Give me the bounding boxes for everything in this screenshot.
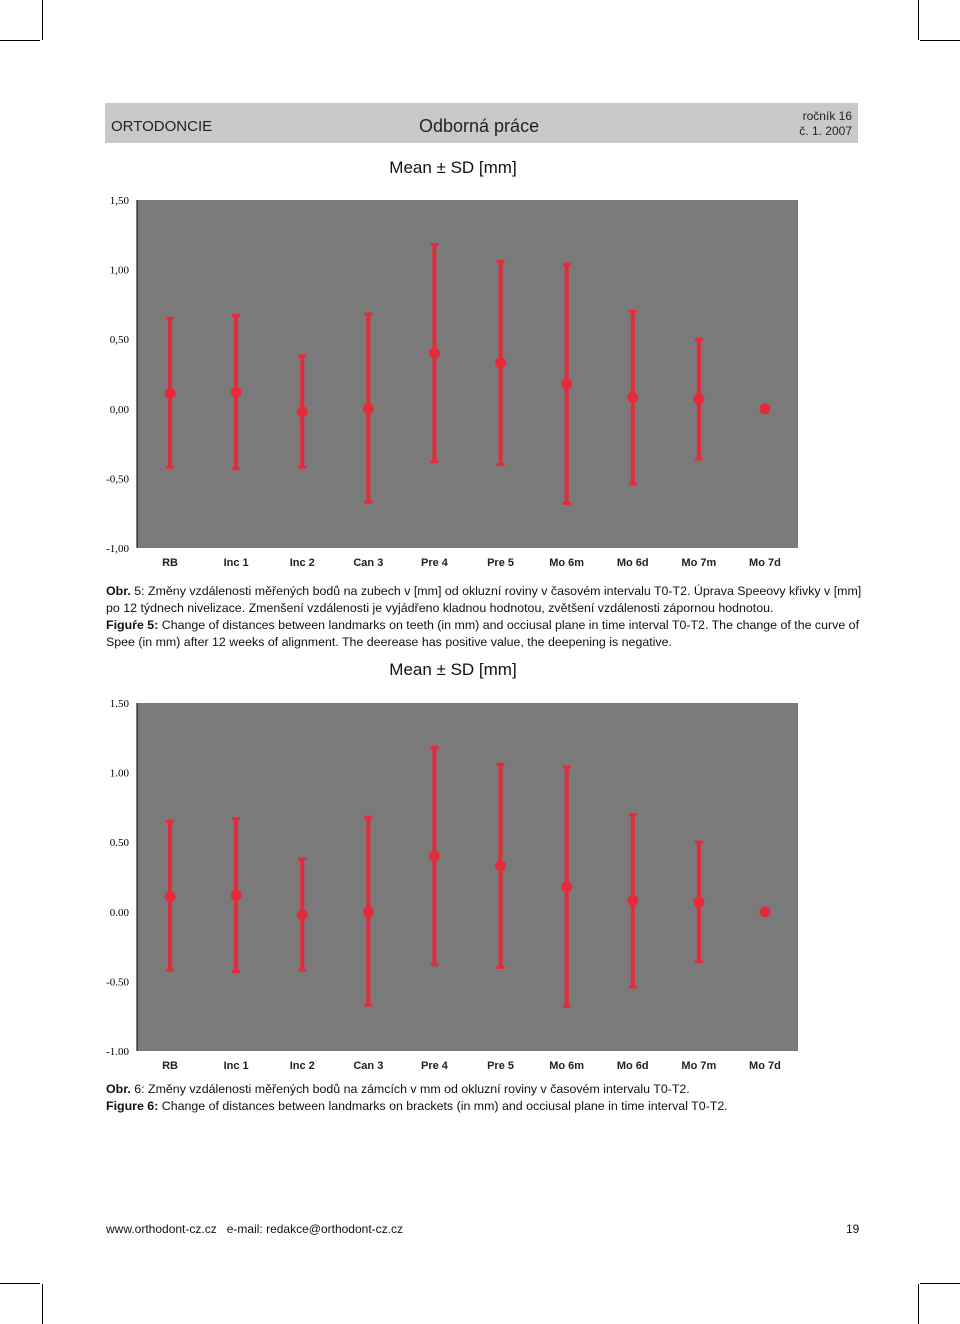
y-tick-label: -1,00 — [106, 543, 129, 555]
y-tick-label: -0.50 — [106, 976, 129, 988]
chart1-errorbar-plot: 1,50 1,00 0,50 0,00 -0,50 -1,00 RB Inc 1 Inc 2 Ca… — [106, 195, 798, 569]
footer-website: www.orthodont-cz.cz — [106, 1222, 217, 1236]
x-tick-label: Mo 6d — [617, 557, 649, 569]
chart2-title: Mean ± SD [mm] — [389, 660, 517, 679]
y-tick-label: -0,50 — [106, 473, 129, 485]
figure5-caption-cz: Obr. 5: Změny vzdálenosti měřených bodů … — [106, 584, 862, 615]
chart2-errorbar-plot: 1.50 1.00 0.50 0.00 -0.50 -1.00 RB Inc 1 Inc 2 Ca… — [106, 698, 798, 1072]
x-tick-label: Mo 7m — [681, 1060, 716, 1072]
mean-point — [561, 378, 573, 390]
y-tick-label: 1,00 — [110, 265, 130, 277]
category-label: Odborná práce — [419, 116, 540, 136]
crop-mark — [0, 40, 40, 41]
issue-info: ročník 16 č. 1. 2007 — [799, 109, 852, 139]
x-tick-label: Mo 6d — [617, 1060, 649, 1072]
crop-mark — [42, 1284, 43, 1324]
figure6-caption-cz: Obr. 6: Změny vzdálenosti měřených bodů … — [106, 1082, 690, 1096]
plot-area — [137, 703, 798, 1051]
figure6-caption: Obr. 6: Změny vzdálenosti měřených bodů … — [106, 1081, 866, 1115]
x-tick-label: Inc 2 — [290, 557, 315, 569]
mean-point — [693, 393, 705, 405]
y-tick-label: 0.50 — [110, 837, 130, 849]
mean-point — [362, 403, 374, 415]
x-tick-label: Pre 5 — [487, 557, 514, 569]
y-tick-label: 1.00 — [110, 768, 130, 780]
mean-point — [495, 357, 507, 369]
x-tick-label: Mo 6m — [549, 557, 584, 569]
mean-point — [693, 896, 705, 908]
section-label: ORTODONCIE — [111, 118, 213, 135]
issue-label: č. 1. 2007 — [799, 124, 852, 138]
plot-area — [137, 200, 798, 548]
volume-label: ročník 16 — [802, 109, 852, 123]
y-tick-label: -1.00 — [106, 1046, 129, 1058]
mean-point — [164, 890, 176, 902]
mean-point — [296, 406, 308, 418]
mean-point — [627, 895, 639, 907]
y-tick-label: 1,50 — [110, 195, 130, 207]
chart1-title: Mean ± SD [mm] — [389, 158, 517, 177]
x-tick-label: Can 3 — [353, 1060, 383, 1072]
x-tick-label: Mo 7d — [749, 557, 781, 569]
y-tick-label: 0,50 — [110, 334, 130, 346]
footer-email: e-mail: redakce@orthodont-cz.cz — [226, 1222, 403, 1236]
footer-contact: www.orthodont-cz.cz e-mail: redakce@orth… — [106, 1222, 403, 1236]
x-tick-label: Mo 7m — [681, 557, 716, 569]
page-number: 19 — [846, 1222, 860, 1236]
mean-point — [428, 347, 440, 359]
x-tick-label: Pre 4 — [421, 1060, 449, 1072]
mean-point — [230, 889, 242, 901]
crop-mark — [918, 0, 919, 40]
x-tick-label: Inc 2 — [290, 1060, 315, 1072]
x-tick-label: Can 3 — [353, 557, 383, 569]
crop-mark — [920, 40, 960, 41]
x-tick-label: Pre 5 — [487, 1060, 514, 1072]
y-tick-label: 1.50 — [110, 698, 130, 710]
x-tick-label: Mo 7d — [749, 1060, 781, 1072]
y-tick-label: 0.00 — [110, 907, 130, 919]
mean-point — [759, 403, 771, 415]
mean-point — [759, 906, 771, 918]
mean-point — [362, 906, 374, 918]
crop-mark — [0, 1283, 40, 1284]
mean-point — [428, 850, 440, 862]
x-tick-label: Mo 6m — [549, 1060, 584, 1072]
mean-point — [495, 860, 507, 872]
mean-point — [230, 386, 242, 398]
crop-mark — [42, 0, 43, 40]
x-tick-label: Inc 1 — [224, 557, 249, 569]
mean-point — [561, 881, 573, 893]
crop-mark — [920, 1283, 960, 1284]
figure5-caption: Obr. 5: Změny vzdálenosti měřených bodů … — [106, 583, 866, 651]
x-tick-label: RB — [162, 1060, 178, 1072]
journal-header: ORTODONCIE Odborná práce ročník 16 č. 1.… — [105, 103, 858, 143]
figure5-caption-en: Figuŕe 5: Change of distances between la… — [106, 618, 860, 649]
mean-point — [296, 909, 308, 921]
mean-point — [164, 387, 176, 399]
y-tick-label: 0,00 — [110, 404, 130, 416]
x-tick-label: Inc 1 — [224, 1060, 249, 1072]
mean-point — [627, 392, 639, 404]
crop-mark — [918, 1284, 919, 1324]
figure6-caption-en: Figure 6: Change of distances between la… — [106, 1099, 728, 1113]
x-tick-label: RB — [162, 557, 178, 569]
x-tick-label: Pre 4 — [421, 557, 449, 569]
